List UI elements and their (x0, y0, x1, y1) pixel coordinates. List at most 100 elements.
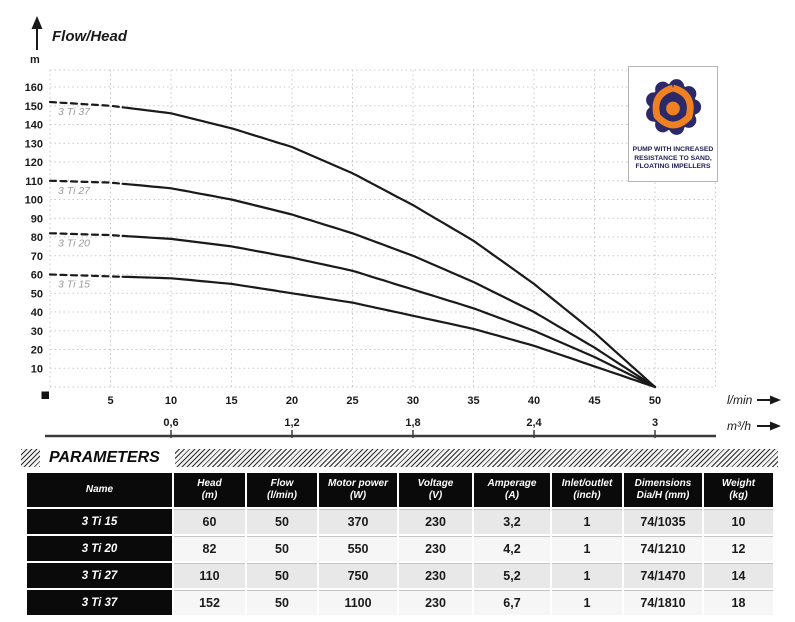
curve-label-3-ti-20: 3 Ti 20 (58, 237, 90, 249)
flow-head-chart: 3 Ti 37 3 Ti 27 3 Ti 20 3 Ti 15 10 20 30 40 50 6… (25, 16, 781, 438)
y-axis-unit: m (30, 54, 40, 66)
column-header: Motor power (W) (319, 473, 397, 507)
secondary-axis-unit: m³/h (727, 419, 751, 433)
y-tick-label: 80 (31, 232, 43, 244)
table-cell: 1 (552, 509, 622, 534)
m3h-tick-label: 3 (652, 417, 658, 429)
column-header: Name (27, 473, 172, 507)
y-tick-label: 40 (31, 307, 43, 319)
y-tick-label: 160 (25, 82, 43, 94)
pump-curve-dashed-3-ti-37 (48, 100, 124, 109)
table-cell: 1 (552, 563, 622, 588)
pump-curve-dashed-3-ti-15 (48, 273, 124, 278)
x-tick-label: 25 (346, 395, 358, 407)
parameters-header-bar: PARAMETERS (21, 446, 778, 470)
table-cell: 74/1035 (624, 509, 702, 534)
x-tick-label: 15 (225, 395, 237, 407)
m3h-tick-label: 1,8 (405, 417, 420, 429)
table-cell: 370 (319, 509, 397, 534)
curve-labels: 3 Ti 37 3 Ti 27 3 Ti 20 3 Ti 15 (58, 106, 91, 291)
right-arrow-icon (757, 395, 781, 405)
table-cell: 74/1210 (624, 536, 702, 561)
x-tick-label: 30 (407, 395, 419, 407)
pump-curve-3-ti-37 (121, 106, 657, 389)
y-tick-label: 90 (31, 213, 43, 225)
table-header-row: Name Head (m) Flow (l/min) Motor power (W) Volt… (27, 473, 773, 507)
table-cell: 1100 (319, 590, 397, 615)
table-cell: 5,2 (474, 563, 550, 588)
table-cell: 4,2 (474, 536, 550, 561)
table-cell: 3,2 (474, 509, 550, 534)
pump-curves (48, 100, 657, 389)
table-cell: 230 (399, 590, 472, 615)
secondary-axis: 0,6 1,2 1,8 2,4 3 (45, 417, 716, 438)
pump-curve-3-ti-27 (121, 182, 657, 389)
table-cell: 50 (247, 590, 317, 615)
x-tick-label: 35 (467, 395, 479, 407)
table-cell: 50 (247, 536, 317, 561)
pump-curve-3-ti-20 (121, 234, 657, 389)
pump-name-cell: 3 Ti 37 (27, 590, 172, 615)
table-cell: 14 (704, 563, 773, 588)
parameters-table: Name Head (m) Flow (l/min) Motor power (W) Volt… (25, 471, 775, 617)
impeller-logo-icon (646, 79, 702, 135)
table-cell: 750 (319, 563, 397, 588)
pump-name-cell: 3 Ti 15 (27, 509, 172, 534)
y-tick-label: 50 (31, 288, 43, 300)
m3h-tick-label: 0,6 (163, 417, 178, 429)
y-tick-label: 10 (31, 363, 43, 375)
table-cell: 74/1470 (624, 563, 702, 588)
curve-label-3-ti-15: 3 Ti 15 (58, 279, 90, 291)
parameters-table-wrap: Name Head (m) Flow (l/min) Motor power (W) Volt… (25, 471, 775, 617)
y-tick-label: 120 (25, 157, 43, 169)
origin-marker (41, 391, 49, 399)
table-cell: 230 (399, 509, 472, 534)
column-header: Flow (l/min) (247, 473, 317, 507)
table-cell: 12 (704, 536, 773, 561)
primary-axis-unit: l/min (727, 393, 753, 407)
table-cell: 230 (399, 563, 472, 588)
x-tick-label: 20 (286, 395, 298, 407)
badge-text: PUMP WITH INCREASED RESISTANCE TO SAND, … (631, 145, 716, 175)
y-tick-label: 130 (25, 138, 43, 150)
pump-curve-dashed-3-ti-20 (48, 232, 124, 237)
x-tick-label: 10 (165, 395, 177, 407)
x-tick-label: 45 (588, 395, 600, 407)
table-row-3-ti-15: 3 Ti 15 60 50 370 230 3,2 1 74/1035 10 (27, 509, 773, 534)
right-arrow-icon (757, 421, 781, 431)
column-header: Voltage (V) (399, 473, 472, 507)
table-cell: 6,7 (474, 590, 550, 615)
table-cell: 50 (247, 563, 317, 588)
table-cell: 50 (247, 509, 317, 534)
parameters-title-box: PARAMETERS (40, 446, 175, 470)
table-cell: 60 (174, 509, 245, 534)
y-tick-label: 20 (31, 345, 43, 357)
table-cell: 110 (174, 563, 245, 588)
pump-name-cell: 3 Ti 20 (27, 536, 172, 561)
y-axis-tick-labels: 10 20 30 40 50 60 70 80 90 100 110 120 130 140 150 160 (25, 82, 43, 375)
table-cell: 74/1810 (624, 590, 702, 615)
chart-title: Flow/Head (52, 28, 128, 45)
column-header: Head (m) (174, 473, 245, 507)
pump-curve-3-ti-15 (121, 275, 657, 389)
column-header: Weight (kg) (704, 473, 773, 507)
table-cell: 152 (174, 590, 245, 615)
y-tick-label: 70 (31, 251, 43, 263)
y-tick-label: 150 (25, 101, 43, 113)
curve-label-3-ti-37: 3 Ti 37 (58, 106, 91, 118)
table-cell: 230 (399, 536, 472, 561)
y-tick-label: 140 (25, 120, 43, 132)
table-cell: 18 (704, 590, 773, 615)
m3h-tick-label: 1,2 (284, 417, 299, 429)
x-tick-label: 50 (649, 395, 661, 407)
table-row-3-ti-37: 3 Ti 37 152 50 1100 230 6,7 1 74/1810 18 (27, 590, 773, 615)
column-header: Dimensions Dia/H (mm) (624, 473, 702, 507)
y-tick-label: 100 (25, 195, 43, 207)
table-cell: 1 (552, 536, 622, 561)
x-tick-label: 40 (528, 395, 540, 407)
curve-label-3-ti-27: 3 Ti 27 (58, 185, 91, 197)
parameters-title: PARAMETERS (49, 449, 160, 466)
x-axis-tick-labels: 5 10 15 20 25 30 35 40 45 50 (107, 395, 661, 407)
column-header: Inlet/outlet (inch) (552, 473, 622, 507)
